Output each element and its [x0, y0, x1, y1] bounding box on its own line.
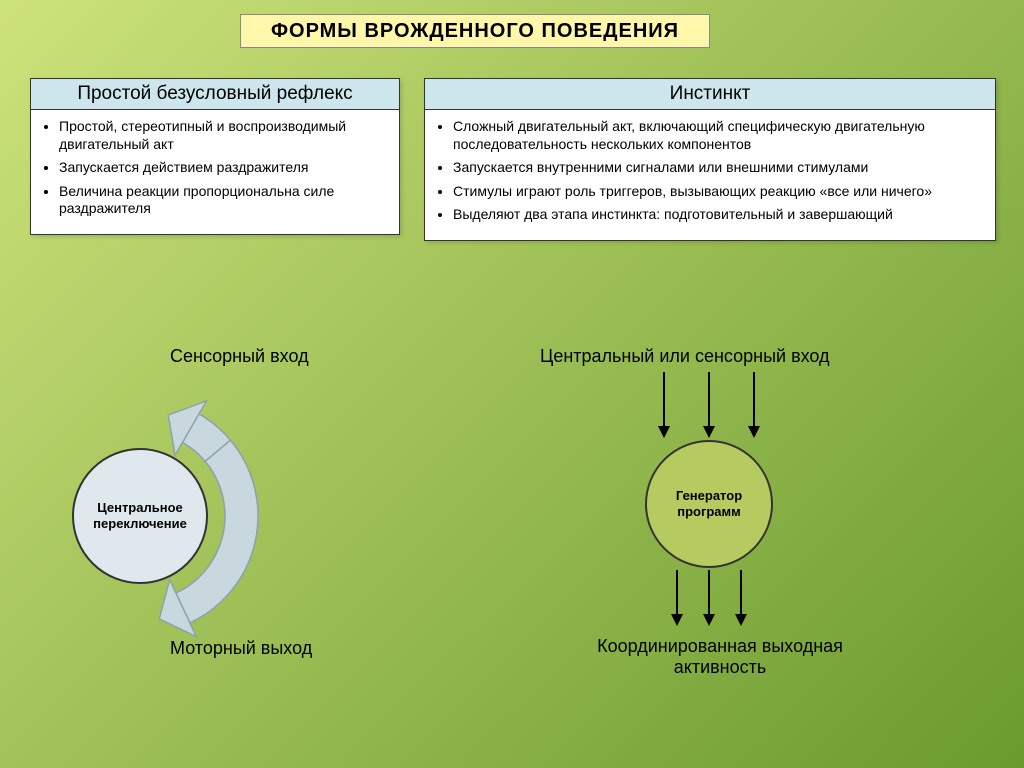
panel-reflex: Простой безусловный рефлекс Простой, сте…	[30, 78, 400, 235]
panel-reflex-header: Простой безусловный рефлекс	[31, 79, 399, 110]
panel-reflex-body: Простой, стереотипный и воспроизводимый …	[31, 110, 399, 234]
panel-reflex-title: Простой безусловный рефлекс	[77, 83, 352, 104]
list-item: Запускается внутренними сигналами или вн…	[453, 159, 985, 177]
list-item: Стимулы играют роль триггеров, вызывающи…	[453, 183, 985, 201]
panel-instinct-header: Инстинкт	[425, 79, 995, 110]
panel-instinct: Инстинкт Сложный двигательный акт, включ…	[424, 78, 996, 241]
list-item: Простой, стереотипный и воспроизводимый …	[59, 118, 389, 153]
list-item: Сложный двигательный акт, включающий спе…	[453, 118, 985, 153]
list-item: Запускается действием раздражителя	[59, 159, 389, 177]
left-node-line2: переключение	[93, 516, 187, 531]
list-item: Выделяют два этапа инстинкта: подготовит…	[453, 206, 985, 224]
right-diagram-node: Генератор программ	[645, 440, 773, 568]
list-item: Величина реакции пропорциональна силе ра…	[59, 183, 389, 218]
page-title: ФОРМЫ ВРОЖДЕННОГО ПОВЕДЕНИЯ	[240, 14, 710, 48]
page-title-text: ФОРМЫ ВРОЖДЕННОГО ПОВЕДЕНИЯ	[271, 20, 679, 43]
left-node-line1: Центральное	[97, 500, 183, 515]
panel-instinct-title: Инстинкт	[670, 83, 751, 104]
right-diagram-label-bottom-l2: активность	[674, 657, 767, 677]
right-node-line1: Генератор	[676, 488, 742, 503]
right-node-line2: программ	[677, 504, 741, 519]
left-diagram-node: Центральное переключение	[72, 448, 208, 584]
panel-instinct-body: Сложный двигательный акт, включающий спе…	[425, 110, 995, 240]
